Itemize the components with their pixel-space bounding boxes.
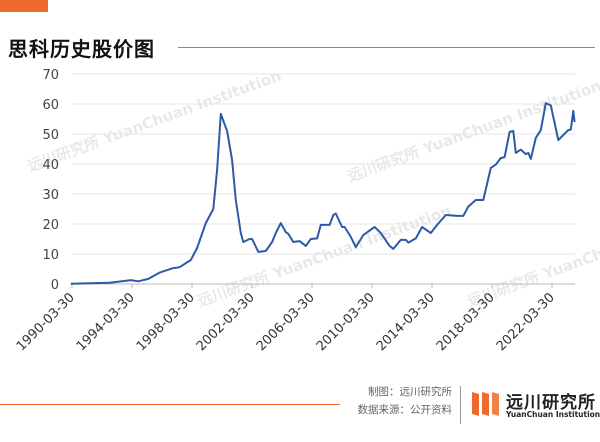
chart-credit: 制图：远川研究所 [368, 386, 452, 398]
x-tick-label: 1990-03-30 [14, 290, 78, 354]
y-tick-label: 40 [42, 158, 59, 173]
y-tick-label: 50 [42, 128, 59, 143]
logo-divider [460, 386, 461, 424]
x-tick-label: 2018-03-30 [434, 290, 498, 354]
x-tick-label: 1998-03-30 [134, 290, 198, 354]
x-tick-label: 2010-03-30 [314, 290, 378, 354]
x-tick-label: 2002-03-30 [194, 290, 258, 354]
x-tick-label: 2022-03-30 [494, 290, 558, 354]
credits: 制图：远川研究所 数据来源：公开资料 [358, 383, 453, 419]
logo-bars-icon [472, 392, 499, 416]
y-tick-label: 20 [42, 218, 59, 233]
x-tick-label: 2006-03-30 [254, 290, 318, 354]
price-line [70, 102, 576, 285]
y-tick-label: 0 [51, 278, 59, 293]
page-title: 思科历史股价图 [8, 37, 155, 61]
logo-text-cn: 远川研究所 [506, 393, 596, 413]
footer-divider [0, 404, 340, 405]
title-divider [178, 47, 595, 48]
y-tick-label: 30 [42, 188, 59, 203]
data-source: 数据来源：公开资料 [357, 404, 453, 416]
y-tick-label: 60 [42, 98, 59, 113]
y-tick-label: 10 [42, 248, 59, 263]
x-tick-label: 1994-03-30 [74, 290, 138, 354]
y-tick-label: 70 [42, 68, 59, 83]
logo-text-en: YuanChuan Institution [506, 410, 600, 419]
accent-bar [0, 0, 48, 12]
x-tick-label: 2014-03-30 [374, 290, 438, 354]
